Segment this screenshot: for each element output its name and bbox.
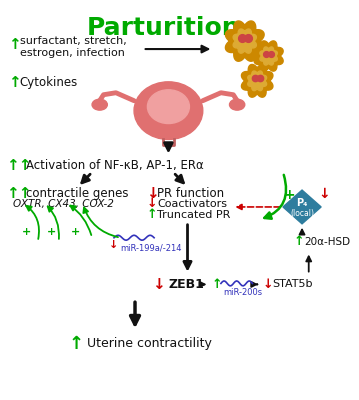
Text: PR function: PR function	[157, 186, 224, 200]
Text: miR-199a/-214: miR-199a/-214	[121, 243, 182, 252]
Text: ↑: ↑	[146, 208, 157, 221]
Text: Truncated PR: Truncated PR	[157, 210, 230, 220]
FancyArrowPatch shape	[83, 208, 118, 237]
Text: ↓: ↓	[146, 186, 159, 200]
Text: +: +	[71, 227, 80, 237]
Ellipse shape	[134, 82, 203, 140]
Polygon shape	[283, 190, 321, 224]
Polygon shape	[233, 29, 256, 53]
Text: ↑: ↑	[8, 75, 21, 90]
Text: ↓: ↓	[146, 198, 157, 210]
Polygon shape	[242, 64, 273, 97]
Text: ↓: ↓	[263, 278, 274, 291]
Text: P₄: P₄	[296, 198, 308, 208]
Text: Activation of NF-κB, AP-1, ERα: Activation of NF-κB, AP-1, ERα	[26, 159, 204, 172]
Text: Cytokines: Cytokines	[19, 76, 78, 89]
Text: ↑↑: ↑↑	[6, 186, 32, 200]
Text: miR-200s: miR-200s	[223, 288, 262, 297]
Text: ↓: ↓	[153, 277, 165, 292]
Text: STAT5b: STAT5b	[272, 280, 313, 290]
FancyArrowPatch shape	[26, 206, 39, 239]
Text: ↑: ↑	[293, 235, 304, 248]
Text: 20α-HSD: 20α-HSD	[304, 237, 350, 247]
Text: Parturition: Parturition	[87, 16, 241, 40]
FancyArrowPatch shape	[48, 206, 59, 239]
Text: (local): (local)	[290, 210, 314, 218]
Text: Coactivators: Coactivators	[157, 199, 227, 209]
Text: ↓: ↓	[318, 187, 330, 201]
Polygon shape	[254, 41, 283, 71]
Text: estrogen, infection: estrogen, infection	[19, 48, 125, 58]
Text: ↑: ↑	[211, 278, 222, 291]
Text: ZEB1: ZEB1	[168, 278, 204, 291]
Text: ↑: ↑	[8, 36, 21, 52]
FancyArrowPatch shape	[264, 175, 286, 219]
Polygon shape	[248, 71, 267, 91]
Text: +: +	[284, 188, 295, 202]
Text: surfactant, stretch,: surfactant, stretch,	[19, 36, 126, 46]
Ellipse shape	[229, 99, 245, 110]
Text: +: +	[46, 227, 56, 237]
Polygon shape	[260, 47, 278, 65]
Text: ↓: ↓	[109, 240, 119, 250]
Polygon shape	[225, 21, 264, 61]
Text: ↑↑: ↑↑	[6, 158, 32, 173]
Text: contractile genes: contractile genes	[26, 186, 129, 200]
Text: +: +	[22, 227, 31, 237]
Text: OXTR, CX43, COX-2: OXTR, CX43, COX-2	[13, 199, 114, 209]
Ellipse shape	[92, 99, 107, 110]
Text: ↑: ↑	[68, 335, 83, 353]
Ellipse shape	[148, 90, 190, 124]
Text: Uterine contractility: Uterine contractility	[87, 338, 212, 350]
FancyArrowPatch shape	[70, 206, 91, 235]
